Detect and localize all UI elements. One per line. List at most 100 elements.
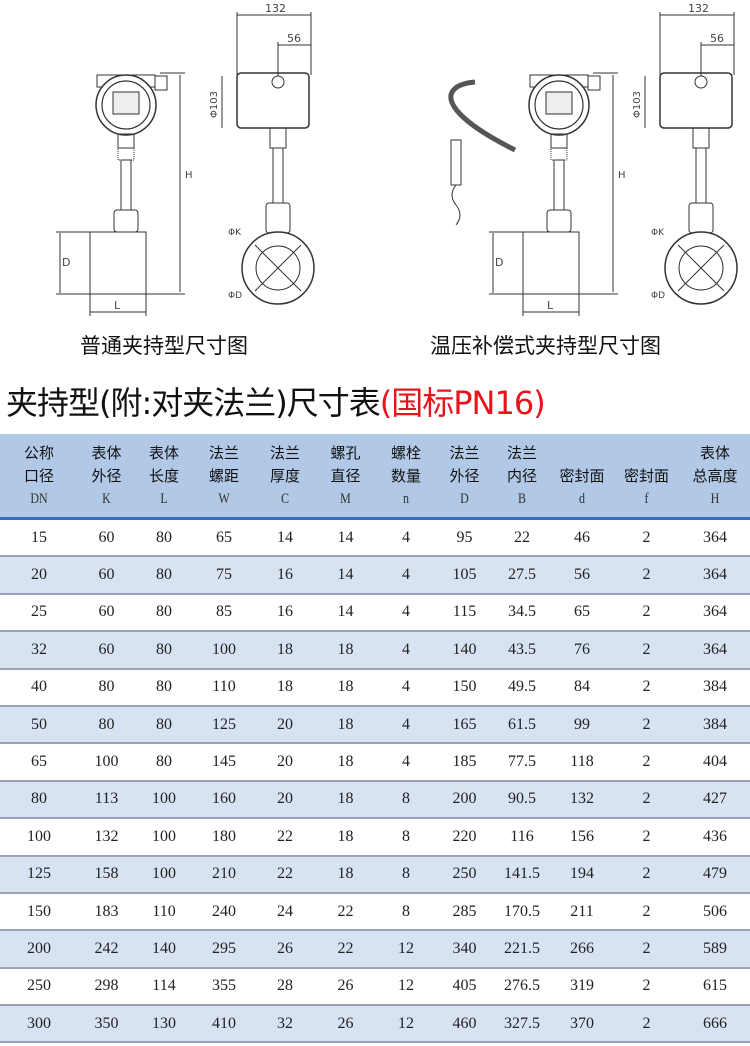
table-cell: 61.5 xyxy=(493,705,551,745)
table-row: 300 350 130 410 32 26 12 460 327.5 370 2 666 xyxy=(0,1005,750,1044)
width-label: 132 xyxy=(688,2,709,15)
table-cell: 25 xyxy=(0,593,78,633)
table-cell: 32 xyxy=(255,1005,315,1044)
table-cell: 2 xyxy=(613,705,680,745)
table-cell: 240 xyxy=(193,892,255,932)
table-row: 15 60 80 65 14 14 4 95 22 46 2 364 xyxy=(0,518,750,558)
table-cell: 27.5 xyxy=(493,556,551,595)
table-cell: 28 xyxy=(255,967,315,1007)
header-line1: 表体 xyxy=(148,444,179,462)
table-cell: 427 xyxy=(680,780,750,820)
header-symbol: f xyxy=(644,491,649,507)
table-cell: 350 xyxy=(78,1005,135,1044)
table-cell: 100 xyxy=(78,743,135,782)
table-cell: 80 xyxy=(135,556,193,595)
table-cell: 384 xyxy=(680,668,750,707)
table-cell: 12 xyxy=(376,1005,436,1044)
table-cell: 4 xyxy=(376,743,436,782)
d-dia-label: ΦD xyxy=(651,291,665,301)
compensated-clamp-drawing: H D L 132 56 Φ103 ΦK ΦD xyxy=(375,0,750,325)
table-cell: 4 xyxy=(376,705,436,745)
table-cell: 22 xyxy=(255,818,315,857)
table-cell: 100 xyxy=(135,855,193,894)
column-header: 法兰 厚度 C xyxy=(255,434,315,520)
table-cell: 20 xyxy=(0,556,78,595)
table-cell: 4 xyxy=(376,631,436,670)
header-line2: 内径 xyxy=(506,467,537,485)
table-cell: 65 xyxy=(193,518,255,558)
header-symbol: C xyxy=(280,491,289,507)
table-cell: 130 xyxy=(135,1005,193,1044)
table-cell: 2 xyxy=(613,967,680,1007)
table-cell: 165 xyxy=(436,705,493,745)
table-row: 250 298 114 355 28 26 12 405 276.5 319 2 615 xyxy=(0,967,750,1007)
table-cell: 24 xyxy=(255,892,315,932)
table-cell: 22 xyxy=(493,518,551,558)
table-cell: 118 xyxy=(551,743,613,782)
table-cell: 615 xyxy=(680,967,750,1007)
compensation-cable xyxy=(448,79,517,153)
header-symbol: D xyxy=(460,491,469,507)
table-cell: 2 xyxy=(613,518,680,558)
table-cell: 80 xyxy=(135,743,193,782)
table-cell: 2 xyxy=(613,818,680,857)
meter-body xyxy=(89,231,147,295)
table-cell: 125 xyxy=(0,855,78,894)
table-cell: 266 xyxy=(551,930,613,969)
table-cell: 250 xyxy=(436,855,493,894)
table-cell: 20 xyxy=(255,780,315,820)
table-cell: 8 xyxy=(376,892,436,932)
table-cell: 2 xyxy=(613,855,680,894)
table-cell: 49.5 xyxy=(493,668,551,707)
header-symbol: n xyxy=(403,491,409,507)
table-cell: 80 xyxy=(135,518,193,558)
table-cell: 22 xyxy=(315,892,376,932)
pipe-dia-label: D xyxy=(62,256,70,269)
table-cell: 18 xyxy=(315,743,376,782)
table-cell: 60 xyxy=(78,593,135,633)
side-view: 132 56 Φ103 ΦK ΦD xyxy=(632,2,738,305)
table-cell: 4 xyxy=(376,518,436,558)
length-label: L xyxy=(114,299,121,312)
table-row: 100 132 100 180 22 18 8 220 116 156 2 436 xyxy=(0,818,750,857)
header-line1: 法兰 xyxy=(269,444,300,462)
table-cell: 340 xyxy=(436,930,493,969)
dimension-table: 公称 口径 DN 表体 外径 K 表体 长度 L 法兰 螺距 W 法兰 厚度 C 螺孔 直径 M 螺栓 数量 n 法兰 外径… xyxy=(0,434,750,1044)
header-line2: 密封面 xyxy=(623,467,669,485)
table-cell: 141.5 xyxy=(493,855,551,894)
table-cell: 132 xyxy=(78,818,135,857)
table-row: 32 60 80 100 18 18 4 140 43.5 76 2 364 xyxy=(0,631,750,670)
table-cell: 14 xyxy=(315,593,376,633)
table-cell: 99 xyxy=(551,705,613,745)
table-cell: 18 xyxy=(315,668,376,707)
table-cell: 16 xyxy=(255,556,315,595)
table-cell: 32 xyxy=(0,631,78,670)
table-cell: 20 xyxy=(255,743,315,782)
side-view: 132 56 Φ103 ΦK ΦD xyxy=(209,2,315,305)
table-cell: 105 xyxy=(436,556,493,595)
table-cell: 589 xyxy=(680,930,750,969)
table-cell: 22 xyxy=(315,930,376,969)
table-cell: 100 xyxy=(135,818,193,857)
table-cell: 18 xyxy=(315,631,376,670)
column-header: 法兰 外径 D xyxy=(436,434,493,520)
table-cell: 327.5 xyxy=(493,1005,551,1044)
header-symbol: B xyxy=(517,491,526,507)
header-line2: 螺距 xyxy=(208,467,239,485)
table-cell: 211 xyxy=(551,892,613,932)
table-cell: 410 xyxy=(193,1005,255,1044)
header-line1: 螺孔 xyxy=(330,444,361,462)
column-header: 公称 口径 DN xyxy=(0,434,78,520)
table-cell: 404 xyxy=(680,743,750,782)
front-view: H D L xyxy=(56,72,193,316)
table-cell: 200 xyxy=(436,780,493,820)
table-cell: 80 xyxy=(135,631,193,670)
table-cell: 100 xyxy=(0,818,78,857)
header-symbol: W xyxy=(218,491,230,507)
table-cell: 150 xyxy=(436,668,493,707)
height-label: H xyxy=(618,170,626,181)
table-cell: 194 xyxy=(551,855,613,894)
table-cell: 14 xyxy=(315,518,376,558)
table-cell: 132 xyxy=(551,780,613,820)
table-cell: 125 xyxy=(193,705,255,745)
